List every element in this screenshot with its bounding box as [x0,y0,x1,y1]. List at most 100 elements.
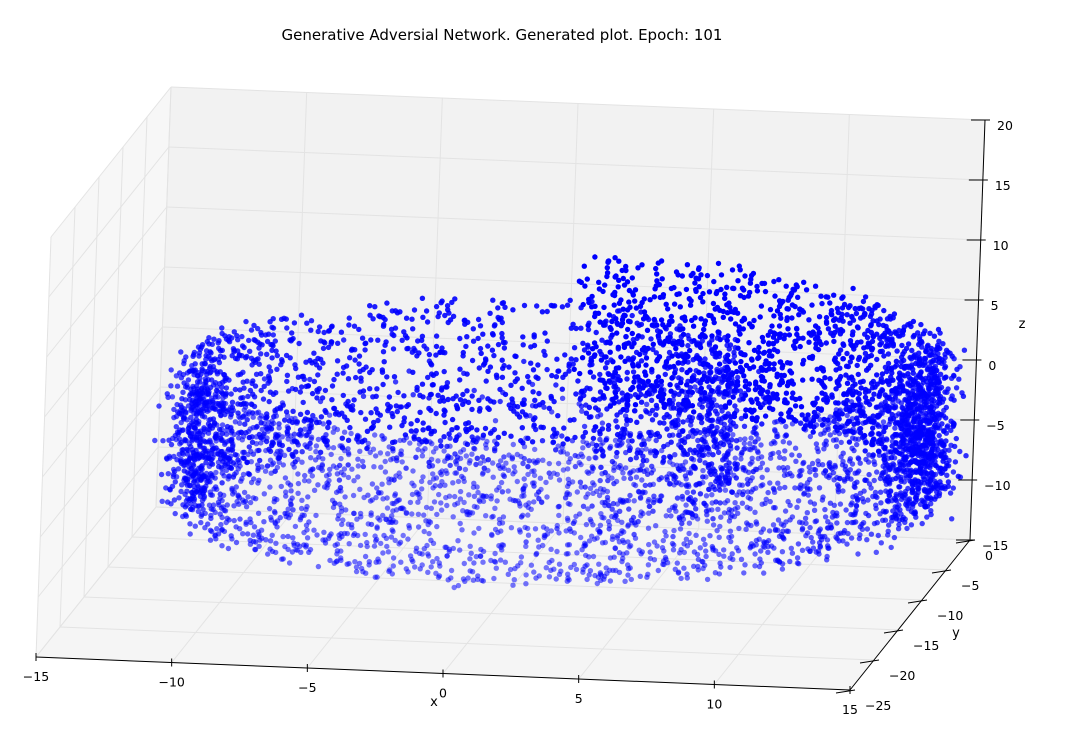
data-point [231,503,237,509]
data-point [825,525,831,531]
data-point [553,374,560,380]
data-point [210,502,217,508]
data-point [930,357,936,364]
data-point [333,489,340,496]
data-point [848,502,854,508]
data-point [520,342,526,348]
data-point [505,571,511,577]
data-point [554,525,560,532]
data-point [398,559,404,565]
data-point [217,491,223,497]
data-point [286,560,293,566]
data-point [511,403,517,409]
data-point [514,478,520,485]
data-point [428,505,434,511]
data-point [411,483,417,489]
data-point [298,312,305,318]
data-point [943,454,949,461]
data-point [451,584,457,591]
data-point [315,563,322,570]
data-point [708,369,714,375]
data-point [306,478,312,484]
data-point [411,307,418,313]
data-point [304,320,310,326]
data-point [931,382,937,388]
data-point [719,415,726,421]
data-point [653,523,659,529]
data-point [198,411,204,417]
data-point [927,495,934,501]
data-point [289,549,296,555]
data-point [635,518,641,525]
data-point [651,493,657,499]
data-point [892,425,898,431]
data-point [938,485,944,491]
data-point [653,350,659,356]
data-point [944,472,950,478]
data-point [246,337,252,344]
data-point [932,462,938,468]
data-point [324,438,330,444]
data-point [171,406,177,413]
data-point [785,528,791,534]
data-point [576,460,582,466]
data-point [648,397,655,403]
data-point [417,550,423,556]
data-point [743,526,749,532]
data-point [864,526,871,532]
data-point [628,576,634,583]
data-point [548,393,554,400]
data-point [709,423,715,430]
data-point [670,405,677,411]
data-point [564,302,571,308]
data-point [364,445,370,452]
data-point [930,393,936,399]
data-point [638,414,644,420]
data-point [438,387,445,393]
data-point [667,454,674,461]
data-point [270,343,276,349]
data-point [690,427,696,434]
data-point [278,316,285,322]
data-point [442,544,448,550]
data-point [638,321,645,328]
data-point [270,316,276,322]
data-point [720,441,727,448]
data-point [585,442,592,449]
data-point [496,484,502,491]
data-point [660,537,666,544]
data-point [565,466,571,472]
data-point [331,425,337,431]
data-point [270,332,276,338]
data-point [927,405,933,411]
data-point [544,494,550,500]
data-point [685,509,691,516]
data-point [193,488,199,495]
data-point [282,417,288,423]
data-point [749,455,755,461]
data-point [490,474,496,480]
data-point [382,316,388,323]
data-point [641,468,647,474]
data-point [844,412,850,419]
data-point [454,434,460,440]
data-point [409,511,415,517]
data-point [397,437,403,444]
data-point [340,370,346,376]
data-point [940,442,946,449]
data-point [235,457,241,463]
data-point [207,365,213,371]
data-point [582,484,588,490]
data-point [436,573,443,579]
data-point [825,543,831,549]
data-point [480,559,486,565]
data-point [732,500,738,506]
data-point [782,484,788,491]
data-point [902,492,908,498]
data-point [772,440,778,446]
data-point [913,419,920,425]
data-point [447,462,453,469]
data-point [421,343,427,349]
data-point [499,489,506,495]
